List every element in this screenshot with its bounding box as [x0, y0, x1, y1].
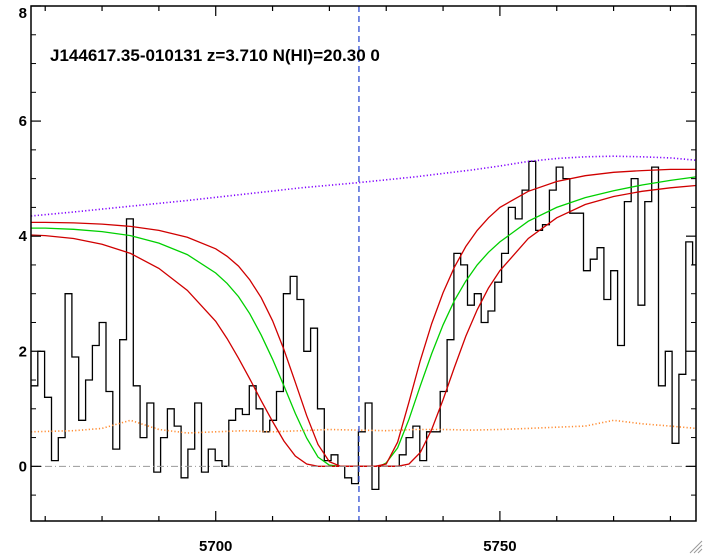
- series-line-5: [30, 419, 697, 434]
- y-tick-label: 6: [19, 113, 27, 130]
- y-tick-label: 2: [19, 343, 27, 360]
- series-line-4: [30, 155, 697, 217]
- chart-title: J144617.35-010131 z=3.710 N(HI)=20.30 0: [50, 46, 380, 65]
- y-tick-label: 0: [19, 458, 27, 475]
- x-tick-label: 5700: [199, 538, 232, 555]
- y-tick-label: 4: [19, 228, 28, 245]
- tick-layer: 0 2 4 6 8 5700 5750: [19, 5, 696, 555]
- y-tick-label: 8: [19, 5, 27, 22]
- plot-frame: [30, 5, 697, 522]
- x-tick-label: 5750: [483, 538, 516, 555]
- resize-grip-icon: [689, 540, 703, 554]
- marker-layer: [31, 6, 696, 521]
